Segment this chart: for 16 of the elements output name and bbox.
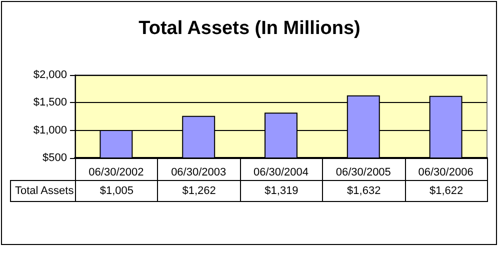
y-tick-label: $1,500: [33, 96, 67, 109]
data-label: $1,319: [240, 180, 324, 202]
chart-title: Total Assets (In Millions): [138, 18, 360, 39]
data-label: $1,005: [75, 180, 158, 202]
data-label: $1,622: [404, 180, 488, 202]
x-tick-label: 06/30/2004: [253, 166, 309, 178]
x-tick-label: 06/30/2002: [88, 166, 144, 178]
x-tick-label: 06/30/2006: [418, 166, 474, 178]
x-tick-label: 06/30/2003: [171, 166, 226, 178]
text: Total Assets: [10, 180, 76, 202]
x-tick-label: 06/30/2005: [336, 166, 391, 178]
data-label: $1,262: [157, 180, 241, 202]
y-tick-label: $500: [42, 152, 67, 164]
y-tick-label: $1,000: [33, 124, 67, 136]
data-label: $1,632: [322, 180, 406, 202]
y-tick-label: $2,000: [33, 69, 67, 81]
